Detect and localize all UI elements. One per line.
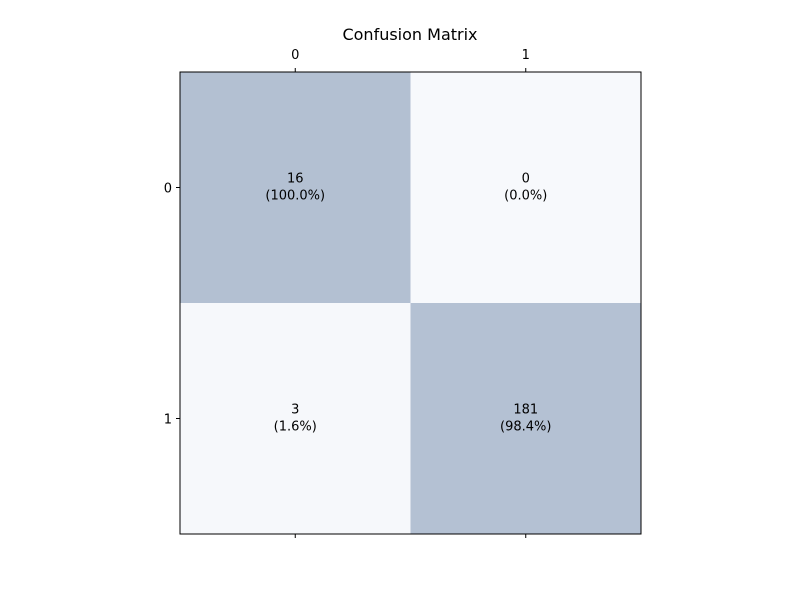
axis-ticks: 0 1 0 1 (164, 48, 530, 538)
cell-count-label: 181 (513, 403, 538, 418)
y-tick-label: 1 (164, 413, 172, 428)
heatmap-cell-0-0 (180, 72, 411, 303)
cell-percent-label: (1.6%) (274, 420, 317, 435)
cell-percent-label: (98.4%) (500, 420, 551, 435)
cell-percent-label: (100.0%) (265, 189, 325, 204)
heatmap-cell-1-0 (180, 303, 411, 534)
x-tick-label: 0 (291, 48, 299, 63)
heatmap-cell-1-1 (410, 303, 641, 534)
heatmap-cell-0-1 (410, 72, 641, 303)
x-tick-label: 1 (522, 48, 530, 63)
chart-title: Confusion Matrix (342, 25, 477, 44)
cell-count-label: 3 (291, 403, 299, 418)
y-tick-label: 0 (164, 182, 172, 197)
cell-count-label: 0 (522, 172, 530, 187)
plot-frame (179, 71, 642, 535)
cell-labels: 16 (100.0%) 0 (0.0%) 3 (1.6%) 181 (98.4%) (265, 172, 551, 435)
cell-percent-label: (0.0%) (504, 189, 547, 204)
heatmap-cells (180, 72, 641, 534)
cell-count-label: 16 (287, 172, 304, 187)
